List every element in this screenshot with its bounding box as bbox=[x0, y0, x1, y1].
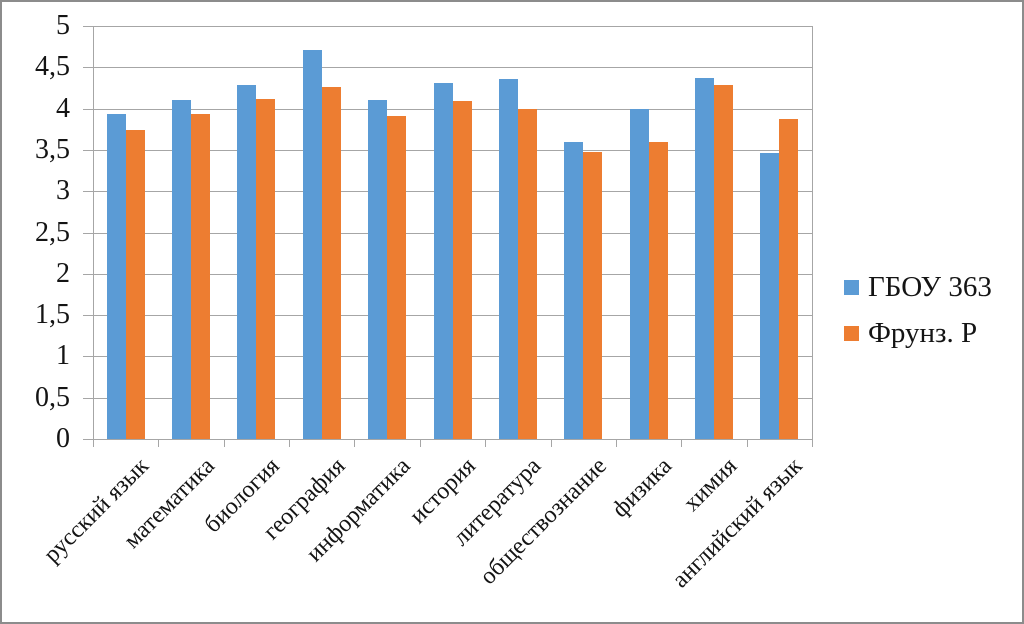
y-axis-tick bbox=[83, 191, 93, 193]
bar-Фрунз. Р-английский язык bbox=[779, 118, 799, 439]
y-axis-tick bbox=[83, 232, 93, 234]
y-axis-tick bbox=[83, 439, 93, 440]
x-axis-category-label: химия bbox=[678, 453, 743, 517]
bar-Фрунз. Р-обществознание bbox=[583, 152, 603, 439]
legend-label-series2: Фрунз. Р bbox=[868, 316, 978, 349]
y-axis-tick bbox=[83, 315, 93, 317]
legend-item-series2: Фрунз. Р bbox=[844, 316, 992, 350]
bar-Фрунз. Р-информатика bbox=[387, 116, 407, 439]
y-axis-tick-label: 2 bbox=[56, 257, 70, 289]
bar-Фрунз. Р-математика bbox=[191, 114, 211, 439]
bar-ГБОУ 363-литература bbox=[498, 78, 518, 439]
x-axis-tick bbox=[158, 439, 160, 447]
x-axis-tick bbox=[419, 439, 421, 447]
bar-ГБОУ 363-география bbox=[302, 49, 322, 439]
legend-item-series1: ГБОУ 363 bbox=[844, 270, 992, 304]
gridline bbox=[93, 439, 812, 440]
x-axis-tick bbox=[289, 439, 291, 447]
x-axis-tick bbox=[746, 439, 748, 447]
y-axis-tick bbox=[83, 67, 93, 69]
bar-Фрунз. Р-литература bbox=[517, 108, 537, 439]
y-axis-tick-label: 3 bbox=[56, 175, 70, 207]
y-axis-tick-label: 1 bbox=[56, 340, 70, 372]
legend-swatch-series1 bbox=[844, 279, 859, 295]
x-axis-tick bbox=[485, 439, 487, 447]
x-axis-category-label: физика bbox=[607, 453, 677, 523]
y-axis-tick bbox=[83, 397, 93, 399]
y-axis-tick bbox=[83, 108, 93, 110]
x-axis-tick bbox=[812, 439, 813, 447]
y-axis-tick-label: 5 bbox=[56, 10, 70, 41]
y-axis-tick-label: 4 bbox=[56, 92, 70, 124]
y-axis-tick-label: 0 bbox=[56, 423, 70, 454]
bar-Фрунз. Р-русский язык bbox=[125, 130, 145, 439]
y-axis-tick-label: 3,5 bbox=[35, 133, 70, 165]
legend-label-series1: ГБОУ 363 bbox=[868, 270, 992, 303]
gridline bbox=[93, 67, 812, 69]
gridline bbox=[93, 26, 812, 27]
y-axis-line bbox=[93, 26, 94, 447]
y-axis-tick-label: 4,5 bbox=[35, 51, 70, 83]
bar-Фрунз. Р-физика bbox=[648, 142, 668, 439]
x-axis-tick bbox=[223, 439, 225, 447]
y-axis-tick bbox=[83, 26, 93, 27]
x-axis-tick bbox=[550, 439, 552, 447]
x-axis-tick bbox=[615, 439, 617, 447]
y-axis-tick bbox=[83, 273, 93, 275]
bar-Фрунз. Р-химия bbox=[713, 84, 733, 439]
y-axis-tick-label: 1,5 bbox=[35, 299, 70, 331]
bar-ГБОУ 363-русский язык bbox=[106, 114, 126, 439]
x-axis-tick bbox=[681, 439, 683, 447]
bar-ГБОУ 363-химия bbox=[694, 78, 714, 439]
bar-ГБОУ 363-физика bbox=[629, 108, 649, 439]
y-axis-tick-label: 0,5 bbox=[35, 381, 70, 413]
y-axis-tick bbox=[83, 356, 93, 358]
bar-Фрунз. Р-биология bbox=[256, 98, 276, 439]
legend-swatch-series2 bbox=[844, 325, 859, 341]
bar-ГБОУ 363-история bbox=[433, 82, 453, 439]
bar-ГБОУ 363-обществознание bbox=[564, 142, 584, 439]
x-axis-tick bbox=[354, 439, 356, 447]
plot-right-border bbox=[812, 26, 813, 439]
bar-ГБОУ 363-информатика bbox=[368, 99, 388, 439]
bar-Фрунз. Р-история bbox=[452, 101, 472, 439]
bar-ГБОУ 363-английский язык bbox=[760, 153, 780, 439]
bar-ГБОУ 363-математика bbox=[172, 99, 192, 439]
legend: ГБОУ 363 Фрунз. Р bbox=[844, 270, 992, 362]
y-axis-tick-label: 2,5 bbox=[35, 216, 70, 248]
y-axis-tick bbox=[83, 149, 93, 151]
bar-ГБОУ 363-биология bbox=[237, 84, 257, 439]
bar-Фрунз. Р-география bbox=[321, 87, 341, 439]
